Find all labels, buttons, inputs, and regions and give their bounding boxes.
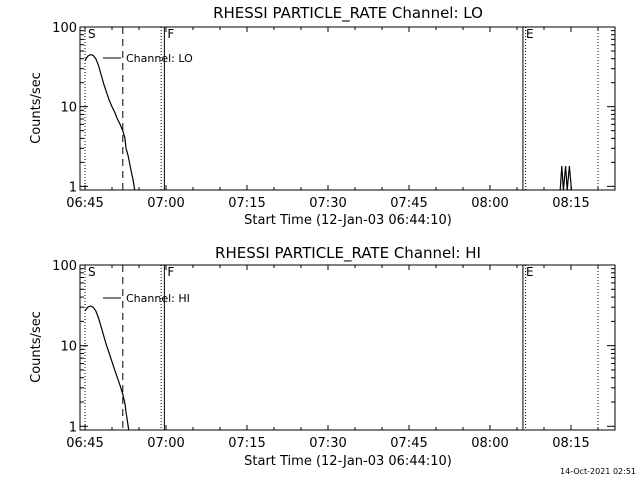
x-tick-label-hi-3: 07:30	[309, 436, 346, 451]
marker-label-hi-0: S	[88, 265, 96, 279]
x-tick-label-hi-6: 08:15	[552, 436, 589, 451]
data-series-hi	[84, 305, 130, 431]
legend-label-hi: Channel: HI	[126, 292, 190, 305]
x-tick-label-hi-2: 07:15	[228, 436, 265, 451]
marker-label-hi-4: E	[526, 265, 534, 279]
y-ticks-hi: 1 10 100	[52, 259, 615, 435]
y-tick-label-lo-2: 100	[52, 21, 77, 36]
data-series-lo	[84, 53, 573, 191]
y-tick-label-lo-0: 1	[69, 180, 77, 195]
x-axis-label-lo: Start Time (12-Jan-03 06:44:10)	[244, 213, 452, 228]
marker-label-lo-0: S	[88, 27, 96, 41]
y-ticks-lo: 1 10 100	[52, 21, 615, 195]
plot-frame-hi	[79, 264, 616, 431]
y-axis-label-hi: Counts/sec	[29, 311, 44, 383]
marker-label-lo-3: F	[167, 27, 174, 41]
x-tick-label-lo-6: 08:15	[552, 196, 589, 211]
legend-label-lo: Channel: LO	[126, 52, 193, 65]
plot-frame-lo	[79, 26, 616, 191]
y-tick-label-hi-0: 1	[69, 420, 77, 435]
panel-lo: RHESSI PARTICLE_RATE Channel: LO Counts/…	[29, 4, 616, 228]
y-tick-label-lo-1: 10	[60, 101, 77, 116]
marker-label-lo-4: E	[526, 27, 534, 41]
x-tick-label-hi-5: 08:00	[471, 436, 508, 451]
x-tick-label-hi-4: 07:45	[390, 436, 427, 451]
x-tick-label-lo-1: 07:00	[147, 196, 184, 211]
series-line-hi-0	[84, 305, 130, 431]
series-line-lo-1	[559, 165, 573, 191]
x-tick-label-hi-1: 07:00	[147, 436, 184, 451]
x-tick-label-hi-0: 06:45	[66, 436, 103, 451]
x-tick-label-lo-0: 06:45	[66, 196, 103, 211]
y-tick-label-hi-2: 100	[52, 259, 77, 274]
series-line-lo-0	[84, 53, 136, 191]
chart-title-lo: RHESSI PARTICLE_RATE Channel: LO	[213, 4, 483, 23]
x-tick-label-lo-3: 07:30	[309, 196, 346, 211]
marker-label-hi-3: F	[167, 265, 174, 279]
panel-hi: RHESSI PARTICLE_RATE Channel: HI Counts/…	[29, 244, 616, 469]
x-ticks-lo: 06:45 07:00 07:15 07:30 07:45 08:00 08:15	[66, 27, 599, 211]
y-axis-label-lo: Counts/sec	[29, 72, 44, 144]
y-tick-label-hi-1: 10	[60, 340, 77, 355]
chart-title-hi: RHESSI PARTICLE_RATE Channel: HI	[215, 244, 481, 263]
x-tick-label-lo-2: 07:15	[228, 196, 265, 211]
footer-timestamp: 14-Oct-2021 02:51	[560, 467, 636, 476]
x-tick-label-lo-5: 08:00	[471, 196, 508, 211]
x-axis-label-hi: Start Time (12-Jan-03 06:44:10)	[244, 454, 452, 469]
x-ticks-hi: 06:45 07:00 07:15 07:30 07:45 08:00 08:15	[66, 265, 599, 451]
x-tick-label-lo-4: 07:45	[390, 196, 427, 211]
